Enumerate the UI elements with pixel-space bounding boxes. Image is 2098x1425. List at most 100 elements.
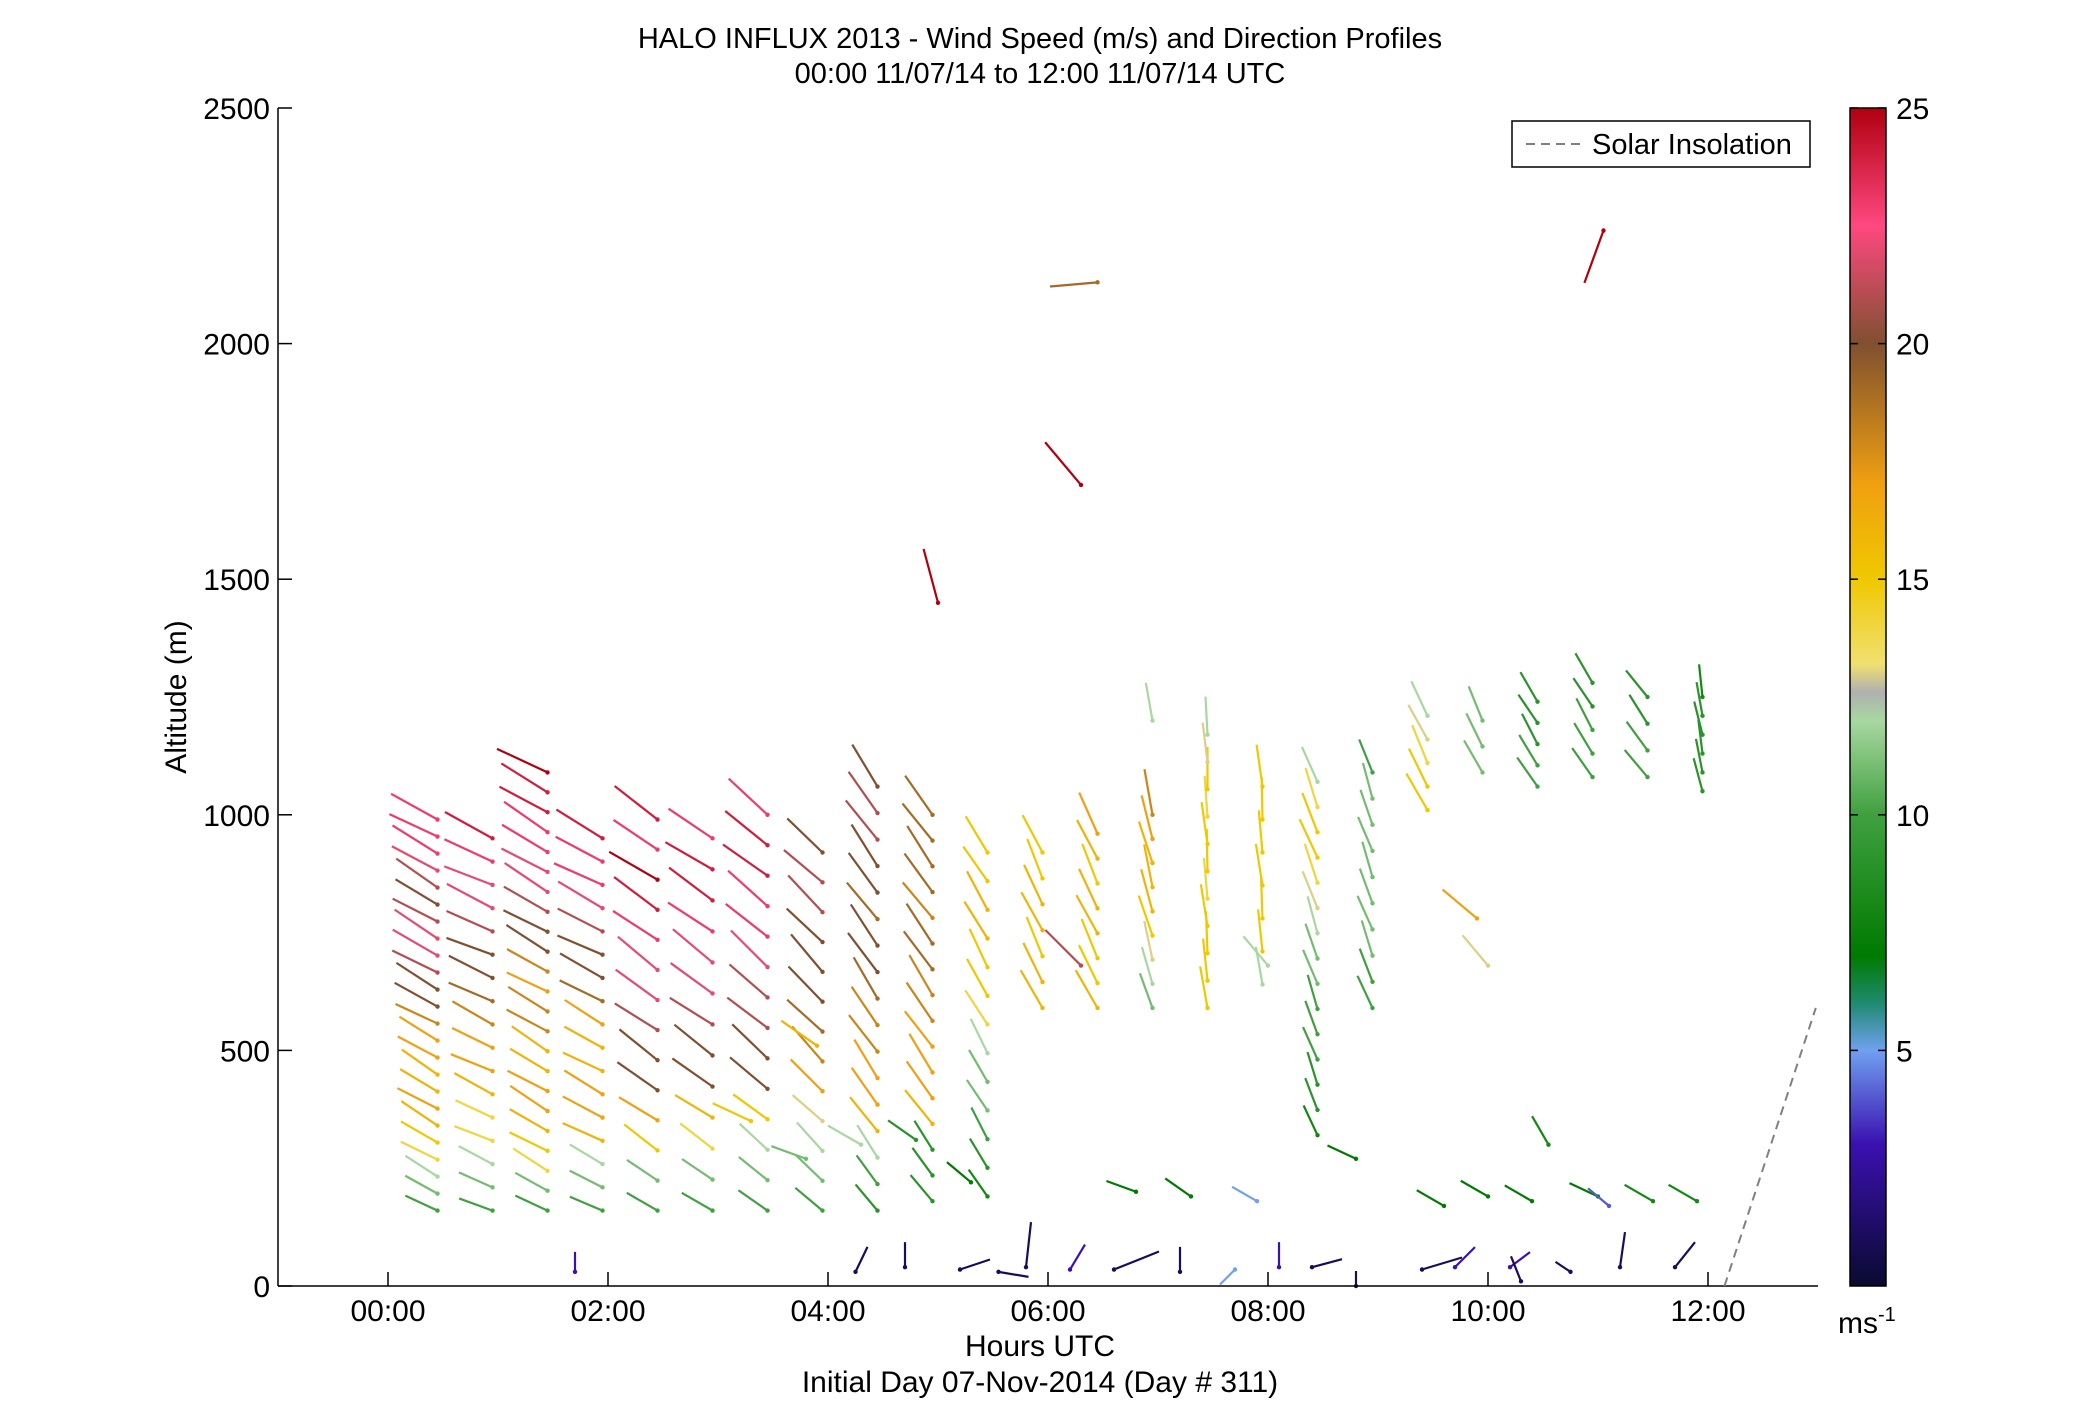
solar-insolation-line	[1723, 1007, 1817, 1287]
wind-barb-shaft	[555, 808, 604, 840]
wind-barb-point	[435, 1208, 440, 1213]
wind-barb-point	[1694, 1198, 1700, 1204]
surface-wind-vector	[1177, 1246, 1183, 1275]
wind-barb-shaft	[1411, 724, 1429, 764]
wind-barb	[738, 1122, 770, 1152]
wind-barb	[503, 800, 550, 835]
colorbar-unit-label: ms-1	[1838, 1304, 1896, 1340]
wind-barb-point	[930, 1044, 935, 1049]
wind-barb-shaft	[1407, 748, 1429, 788]
surface-wind-shaft	[1069, 1243, 1086, 1271]
wind-barb-shaft	[856, 1124, 879, 1159]
wind-barb-shaft	[847, 932, 879, 973]
wind-barbs-layer	[388, 228, 1705, 1289]
wind-barb-shaft	[553, 862, 603, 886]
wind-barb-shaft	[400, 1100, 439, 1127]
wind-barb	[1304, 923, 1320, 961]
wind-barb-shaft	[1204, 696, 1209, 735]
wind-barb-shaft	[388, 813, 438, 838]
wind-barb	[509, 1084, 550, 1114]
wind-barb-shaft	[725, 903, 769, 938]
wind-barb-point	[655, 1027, 660, 1033]
wind-barb	[448, 954, 495, 981]
wind-barb-shaft	[397, 1035, 439, 1059]
wind-barb-point	[490, 1208, 495, 1213]
wind-barb-point	[1040, 902, 1045, 907]
y-tick-label: 500	[220, 1035, 270, 1068]
wind-barb-point	[1315, 956, 1320, 961]
x-tick-label: 06:00	[1010, 1295, 1085, 1328]
wind-barb-shaft	[617, 935, 659, 971]
wind-barb	[1407, 748, 1430, 789]
surface-wind-point	[1518, 1279, 1524, 1284]
wind-barb	[1077, 944, 1100, 986]
wind-barb	[1075, 894, 1100, 936]
wind-barb-point	[820, 1089, 825, 1094]
wind-barb	[909, 1174, 935, 1204]
wind-barb-shaft	[1242, 935, 1269, 967]
wind-barb-shaft	[502, 909, 548, 933]
wind-barb	[556, 934, 605, 957]
surface-wind-shaft	[959, 1258, 991, 1271]
wind-barb-point	[1150, 860, 1155, 866]
wind-barb-point	[1095, 856, 1100, 861]
wind-barb-shaft	[1624, 1183, 1654, 1203]
wind-barb-point	[1205, 869, 1210, 874]
wind-barb-shaft	[855, 1154, 879, 1185]
wind-barb	[555, 808, 605, 841]
wind-barb-point	[1095, 931, 1100, 936]
wind-barb	[563, 1069, 605, 1097]
wind-barb	[616, 1061, 660, 1093]
wind-barb	[1254, 843, 1265, 888]
wind-barb-point	[545, 810, 550, 815]
surface-wind-vector	[1219, 1267, 1238, 1286]
wind-barb-point	[1095, 831, 1100, 836]
wind-barb-point	[1645, 748, 1650, 753]
wind-barb	[726, 996, 770, 1031]
wind-barb-point	[1260, 916, 1265, 921]
wind-barb-shaft	[667, 807, 714, 840]
wind-barb-point	[1150, 933, 1155, 938]
wind-barb-shaft	[390, 792, 439, 821]
wind-barb	[559, 979, 605, 1004]
wind-barb-shaft	[670, 962, 714, 995]
wind-barb	[1359, 789, 1375, 827]
wind-barb-point	[545, 770, 550, 775]
wind-barb-point	[1370, 796, 1375, 801]
wind-barb	[1081, 843, 1100, 886]
wind-barb	[506, 1069, 550, 1094]
wind-barb-point	[490, 882, 495, 888]
wind-barb	[1231, 1185, 1260, 1204]
wind-barb-point	[1260, 883, 1265, 888]
wind-barb-shaft	[1254, 843, 1264, 886]
wind-barb	[1504, 1184, 1535, 1204]
wind-barb-point	[1645, 721, 1650, 726]
wind-barb-shaft	[395, 857, 439, 889]
wind-barb	[729, 1056, 770, 1092]
wind-barb-point	[545, 949, 550, 954]
wind-barb-shaft	[787, 874, 824, 913]
wind-barb-shaft	[1049, 281, 1098, 288]
wind-barb-point	[1370, 901, 1375, 906]
wind-barb-point	[1353, 1156, 1359, 1161]
surface-wind-vector	[1023, 1222, 1033, 1270]
wind-barb-shaft	[904, 1089, 934, 1125]
wind-barb	[626, 1191, 660, 1213]
wind-barb-point	[1205, 787, 1210, 792]
wind-barb-point	[1315, 880, 1320, 885]
wind-barb-point	[1205, 814, 1210, 819]
wind-barb	[1200, 802, 1210, 847]
wind-barb-point	[875, 943, 880, 948]
wind-barb-shaft	[1144, 682, 1154, 721]
wind-barb-shaft	[512, 1147, 549, 1172]
wind-barb-point	[710, 1208, 715, 1213]
wind-barb	[1467, 685, 1485, 723]
wind-barb-shaft	[458, 1197, 493, 1212]
colorbar-tick-label: 5	[1896, 1035, 1913, 1068]
wind-barb-shaft	[501, 823, 549, 854]
wind-barb	[1304, 1077, 1320, 1113]
wind-barb-shaft	[1199, 884, 1209, 927]
wind-barb-point	[1645, 774, 1650, 780]
wind-barb	[1242, 935, 1271, 968]
